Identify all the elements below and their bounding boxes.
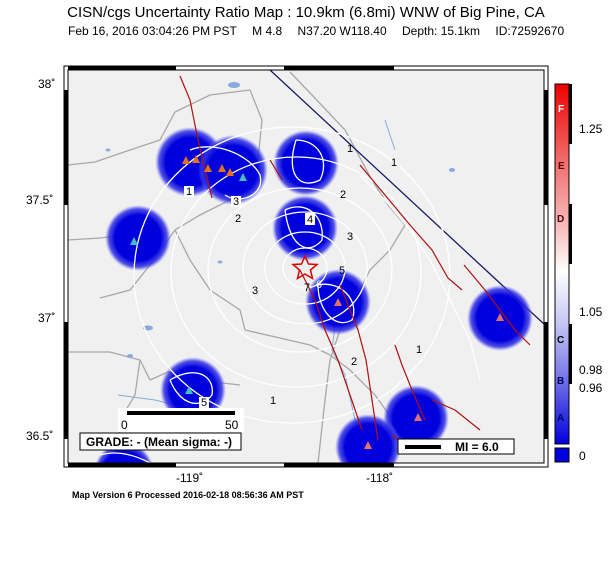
map-version: Map Version 6 Processed 2016-02-18 08:56…: [72, 490, 304, 500]
svg-text:MI = 6.0: MI = 6.0: [455, 440, 499, 454]
svg-text:F: F: [558, 104, 564, 115]
svg-text:1.05: 1.05: [579, 305, 603, 319]
epicenter-star-icon: [291, 254, 319, 281]
svg-text:0.96: 0.96: [579, 381, 603, 395]
fault-lines: [179, 75, 531, 451]
svg-text:3: 3: [233, 196, 239, 208]
svg-text:7: 7: [304, 282, 310, 294]
svg-text:0: 0: [121, 418, 128, 432]
svg-text:5: 5: [201, 397, 207, 409]
svg-text:2: 2: [235, 213, 241, 225]
state-border: [269, 70, 544, 325]
mi-legend: MI = 6.0: [397, 438, 515, 455]
contour-lines: [99, 126, 481, 463]
svg-text:6: 6: [316, 279, 322, 291]
svg-text:1: 1: [391, 157, 397, 169]
event-info: Feb 16, 2016 03:04:26 PM PST M 4.8 N37.2…: [68, 24, 576, 38]
svg-text:5: 5: [339, 265, 345, 277]
svg-text:1: 1: [416, 344, 422, 356]
lon-label-118: -118˚: [366, 471, 393, 485]
svg-text:50: 50: [225, 418, 239, 432]
svg-text:1: 1: [270, 395, 276, 407]
svg-text:A: A: [557, 413, 564, 424]
colorbar: F E D C B A 1.25 1.05 0.98 0.96 0: [554, 83, 603, 463]
svg-text:C: C: [557, 335, 564, 346]
axis-labels: 38˚ 37.5˚ 37˚ 36.5˚ -119˚ -118˚: [26, 77, 393, 485]
svg-text:3: 3: [347, 231, 353, 243]
event-date: Feb 16, 2016 03:04:26 PM PST: [68, 24, 237, 38]
map-title: CISN/cgs Uncertainty Ratio Map : 10.9km …: [67, 4, 545, 21]
lat-label-36-5: 36.5˚: [26, 429, 53, 443]
svg-text:3: 3: [252, 285, 258, 297]
svg-text:1: 1: [186, 186, 192, 198]
scale-bar: 0 50: [118, 408, 244, 432]
event-id: ID:72592670: [495, 24, 565, 38]
lat-label-37: 37˚: [38, 311, 55, 325]
svg-text:D: D: [557, 214, 564, 225]
event-magnitude: M 4.8: [252, 24, 283, 38]
svg-text:B: B: [557, 376, 564, 387]
event-location: N37.20 W118.40: [297, 24, 387, 38]
svg-text:0: 0: [579, 449, 586, 463]
svg-text:2: 2: [351, 356, 357, 368]
svg-text:4: 4: [307, 214, 313, 226]
lakes: [105, 82, 455, 358]
stations: [130, 155, 504, 449]
svg-text:0.98: 0.98: [579, 363, 603, 377]
grade-box: GRADE: - (Mean sigma: -): [79, 432, 242, 451]
svg-text:2: 2: [340, 189, 346, 201]
event-depth: Depth: 15.1km: [402, 24, 481, 38]
svg-text:E: E: [558, 161, 565, 172]
svg-text:GRADE: - (Mean sigma: -): GRADE: - (Mean sigma: -): [86, 435, 232, 449]
map-frame: [63, 65, 549, 468]
lat-label-37-5: 37.5˚: [26, 193, 53, 207]
lon-label-119: -119˚: [176, 471, 203, 485]
svg-text:1.25: 1.25: [579, 122, 603, 136]
lat-label-38: 38˚: [38, 77, 55, 91]
contour-labels: 1 1 1 1 1 2 2 2 3 3 3 4 5 5 6 7: [184, 143, 422, 409]
svg-text:1: 1: [347, 143, 353, 155]
